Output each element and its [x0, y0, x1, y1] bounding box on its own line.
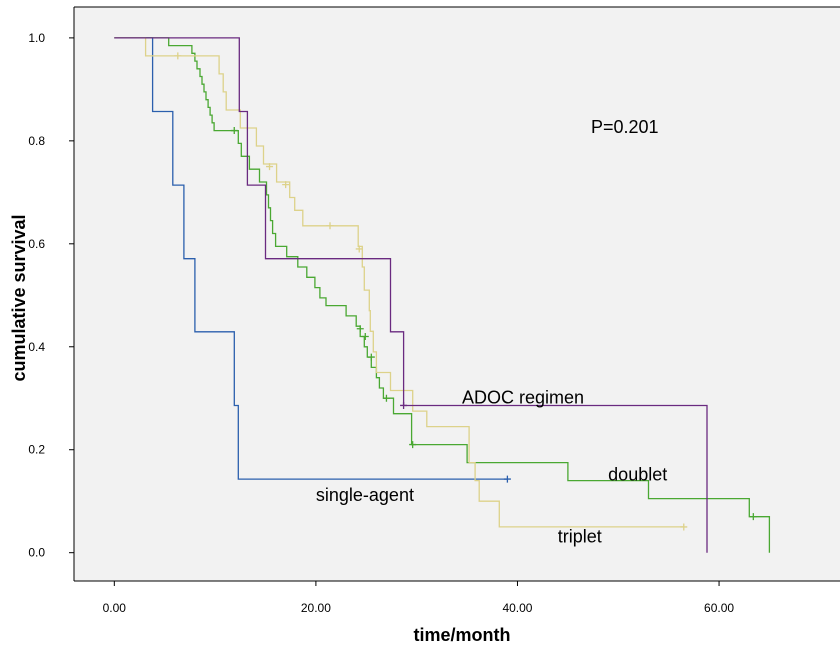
series-line-doublet: [114, 37, 771, 553]
y-tick-label: 0.6: [28, 237, 45, 251]
censor-mark-triplet-2: [282, 181, 290, 189]
y-tick-label: 0.8: [28, 134, 45, 148]
y-tick-label: 1.0: [28, 31, 45, 45]
censor-mark-triplet-1: [266, 163, 274, 171]
x-tick-label: 40.00: [502, 601, 532, 615]
tick-labels: 0.00 20.00 40.00 60.00 0.0 0.2 0.4 0.6 0.8 1.0: [28, 31, 734, 615]
series-annotations: ADOC regimen doublet single-agent triplet: [316, 387, 667, 546]
y-tick-label: 0.4: [28, 340, 45, 354]
plot-background: [74, 7, 840, 581]
plot-content: [114, 37, 771, 553]
censor-mark-doublet-2: [361, 332, 369, 340]
censor-mark-doublet-0: [230, 127, 238, 135]
y-tick-label: 0.2: [28, 443, 45, 457]
p-value-label: P=0.201: [591, 117, 659, 137]
annotation-adoc-regimen: ADOC regimen: [462, 387, 584, 407]
censor-mark-triplet-5: [680, 523, 688, 531]
censor-mark-doublet-1: [356, 325, 364, 333]
series-line-single-agent: [114, 37, 508, 480]
censor-mark-doublet-3: [367, 353, 375, 361]
x-tick-label: 60.00: [704, 601, 734, 615]
annotation-triplet: triplet: [558, 526, 602, 546]
x-axis-label: time/month: [414, 625, 511, 645]
censor-mark-triplet-3: [326, 222, 334, 230]
y-axis-label: cumulative survival: [9, 214, 29, 381]
series-line-triplet: [114, 37, 684, 528]
x-tick-label: 20.00: [301, 601, 331, 615]
y-tick-label: 0.0: [28, 546, 45, 560]
x-tick-label: 0.00: [103, 601, 127, 615]
annotation-single-agent: single-agent: [316, 485, 414, 505]
censor-mark-doublet-4: [382, 394, 390, 402]
censor-mark-adoc-regimen-0: [400, 401, 408, 409]
axes: [69, 6, 840, 586]
censor-mark-doublet-6: [749, 513, 757, 521]
annotation-doublet: doublet: [608, 465, 667, 485]
censor-mark-doublet-5: [409, 441, 417, 449]
censor-mark-triplet-0: [174, 52, 182, 60]
censor-mark-triplet-4: [355, 245, 363, 253]
censor-mark-single-agent-0: [503, 475, 511, 483]
